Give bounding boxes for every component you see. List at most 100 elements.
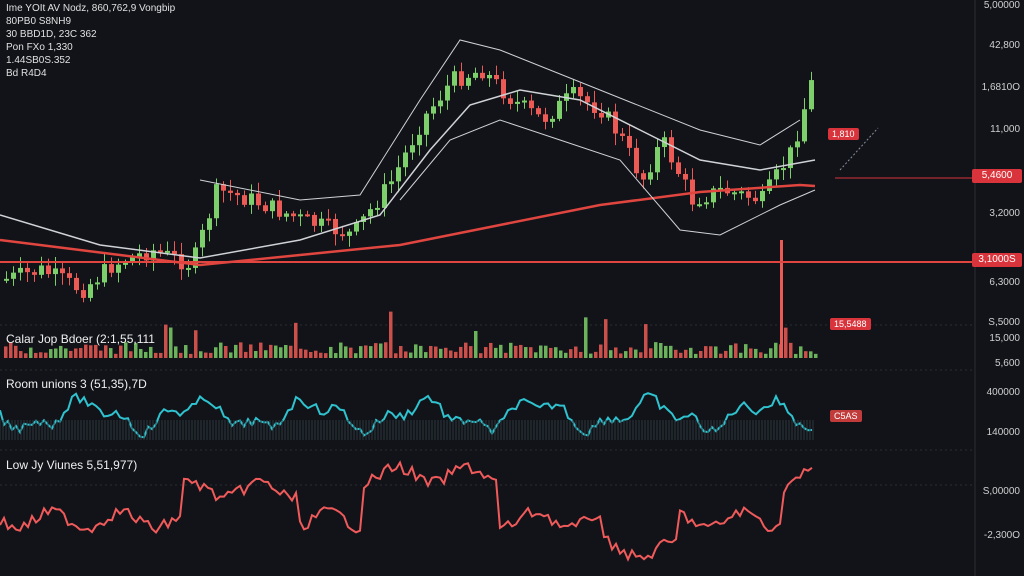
info-line: Bd R4D4 — [6, 68, 47, 79]
volume-bar — [519, 344, 523, 358]
volume-bar — [784, 327, 788, 358]
volume-bar — [324, 353, 328, 358]
candle-body — [130, 256, 135, 263]
volume-bar — [279, 347, 283, 358]
low-axis-label: -2,300O — [983, 530, 1020, 541]
volume-bar — [774, 342, 778, 358]
volume-bar — [544, 345, 548, 358]
volume-bar — [79, 348, 83, 358]
candle-body — [207, 218, 212, 230]
candle-body — [767, 179, 772, 192]
candle-body — [788, 147, 793, 169]
volume-bar — [349, 347, 353, 358]
candle-body — [81, 290, 86, 298]
candle-body — [186, 267, 191, 270]
volume-bar — [734, 343, 738, 358]
candle-body — [774, 169, 779, 180]
candle-body — [683, 173, 688, 180]
candle-body — [536, 108, 541, 115]
candle-body — [319, 218, 324, 226]
volume-bar — [814, 353, 818, 358]
candle-body — [802, 109, 807, 142]
candle-body — [704, 202, 709, 205]
volume-bar — [294, 322, 298, 358]
candle-body — [557, 100, 562, 119]
volume-bar — [209, 352, 213, 358]
low-axis-label: S,00000 — [982, 486, 1020, 497]
volume-bar — [609, 350, 613, 358]
candle-body — [431, 106, 436, 114]
volume-bar — [24, 353, 28, 358]
volume-bar — [599, 344, 603, 358]
volume-bar — [619, 353, 623, 358]
candle-body — [95, 282, 100, 285]
volume-bar — [114, 353, 118, 358]
volume-bar — [569, 349, 573, 358]
volume-bar — [414, 344, 418, 358]
volume-axis-label: 5,600 — [994, 358, 1020, 369]
volume-bar — [109, 348, 113, 358]
candle-body — [508, 98, 513, 104]
candle-body — [389, 181, 394, 185]
volume-bar — [739, 352, 743, 358]
volume-bar — [164, 324, 168, 358]
volume-bar — [354, 353, 358, 358]
volume-bar — [204, 352, 208, 358]
candle-body — [795, 141, 800, 148]
candle-body — [312, 214, 317, 226]
ma-upper-band — [199, 39, 801, 201]
volume-bar — [499, 344, 503, 358]
volume-bar — [509, 342, 513, 358]
volume-bar — [479, 353, 483, 358]
volume-bar — [674, 349, 678, 358]
candle-body — [284, 213, 289, 217]
volume-bar — [409, 352, 413, 358]
volume-bar — [669, 345, 673, 358]
volume-bar — [104, 345, 108, 358]
volume-bar — [504, 352, 508, 358]
volume-bar — [434, 346, 438, 358]
low-volume-panel-label: Low Jy Viunes 5,51,977) — [6, 458, 138, 472]
volume-bar — [699, 351, 703, 358]
volume-bar — [239, 342, 243, 358]
price-axis-label: 11,000 — [990, 124, 1020, 135]
candle-body — [739, 191, 744, 194]
candle-body — [760, 191, 765, 202]
volume-bar — [514, 345, 518, 358]
candle-body — [109, 264, 114, 273]
candle-body — [221, 184, 226, 191]
candle-body — [585, 96, 590, 103]
volume-bar — [379, 343, 383, 358]
volume-bar — [809, 351, 813, 358]
volume-bar — [144, 351, 148, 358]
candle-body — [718, 187, 723, 190]
low-volume-line — [0, 460, 813, 562]
candle-body — [732, 192, 737, 195]
volume-bar — [94, 344, 98, 358]
volume-bar — [404, 351, 408, 358]
volume-bar — [234, 344, 238, 358]
volume-bar — [754, 348, 758, 358]
volume-bar — [469, 346, 473, 358]
volume-bar — [139, 349, 143, 358]
chart-info-header: Ime YOIt AV Nodz, 860,762,9 Vongbip 80PB… — [6, 2, 175, 80]
volume-bar — [444, 347, 448, 358]
candle-body — [277, 200, 282, 217]
volume-bar — [9, 342, 13, 358]
candle-body — [522, 100, 527, 103]
candle-body — [746, 191, 751, 198]
volume-bar — [594, 351, 598, 358]
candle-body — [263, 205, 268, 212]
volume-bar — [719, 353, 723, 358]
candle-body — [256, 193, 261, 206]
candle-body — [473, 72, 478, 78]
candle-body — [550, 118, 555, 122]
candle-body — [214, 184, 219, 219]
candle-body — [417, 134, 422, 146]
volume-bar — [534, 352, 538, 358]
volume-bar — [254, 351, 258, 358]
candle-body — [39, 265, 44, 275]
volume-bar — [99, 350, 103, 358]
volume-bar — [604, 319, 608, 358]
